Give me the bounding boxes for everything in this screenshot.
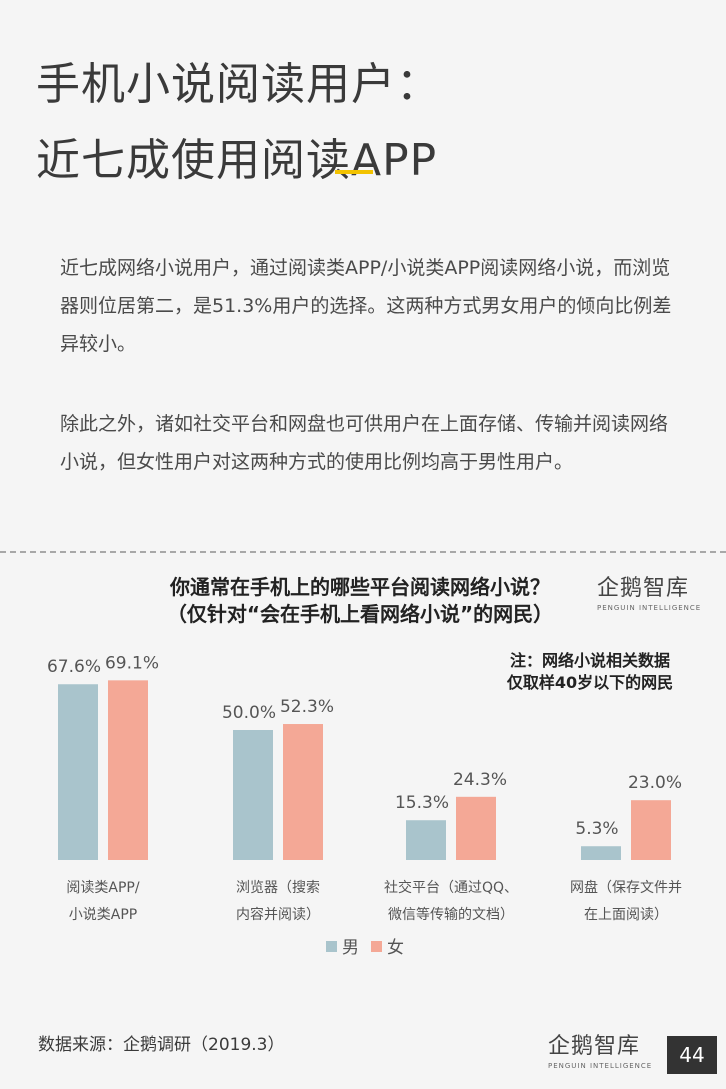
bar-male-1 xyxy=(233,730,273,860)
footer-logo-subtitle: PENGUIN INTELLIGENCE xyxy=(548,1062,653,1070)
logo-subtitle: PENGUIN INTELLIGENCE xyxy=(597,604,702,612)
penguin-logo: 企鹅智库 PENGUIN INTELLIGENCE xyxy=(597,570,707,618)
footer-penguin-logo: 企鹅智库 PENGUIN INTELLIGENCE xyxy=(548,1028,658,1078)
chart-title-line-1: 你通常在手机上的哪些平台阅读网络小说？ xyxy=(170,575,550,599)
page-title-line-1: 手机小说阅读用户： xyxy=(36,59,441,111)
bar-female-0 xyxy=(108,680,148,860)
data-label-male-1: 50.0% xyxy=(222,703,276,723)
category-label-0-1: 小说类APP xyxy=(69,907,137,923)
legend-label-female: 女 xyxy=(387,938,404,958)
title-accent-bar xyxy=(335,170,373,174)
category-label-3-0: 网盘（保存文件并 xyxy=(570,879,682,896)
legend-label-male: 男 xyxy=(342,938,359,958)
footer-logo-text: 企鹅智库 xyxy=(548,1034,641,1059)
bar-female-1 xyxy=(283,724,323,860)
data-label-male-2: 15.3% xyxy=(395,793,449,813)
bar-male-2 xyxy=(406,820,446,860)
chart-note: 注：网络小说相关数据仅取样40岁以下的网民 xyxy=(506,651,674,692)
bar-male-3 xyxy=(581,846,621,860)
chart-title: 你通常在手机上的哪些平台阅读网络小说？ （仅针对“会在手机上看网络小说”的网民） xyxy=(100,574,620,628)
chart-title-line-2: （仅针对“会在手机上看网络小说”的网民） xyxy=(166,602,554,626)
data-label-female-2: 24.3% xyxy=(453,770,507,790)
bar-female-2 xyxy=(456,796,496,860)
category-label-0-0: 阅读类APP/ xyxy=(66,879,139,896)
bar-male-0 xyxy=(58,684,98,860)
page-title-line-2: 近七成使用阅读APP xyxy=(36,135,438,187)
logo-text: 企鹅智库 xyxy=(597,576,690,601)
category-label-3-1: 在上面阅读） xyxy=(584,906,668,923)
legend-swatch-female xyxy=(371,941,382,952)
intro-paragraph-1: 近七成网络小说用户，通过阅读类APP/小说类APP阅读网络小说，而浏览器则位居第… xyxy=(60,257,672,355)
category-label-2-0: 社交平台（通过QQ、 xyxy=(384,879,518,896)
category-label-1-1: 内容并阅读） xyxy=(236,906,320,923)
data-label-male-3: 5.3% xyxy=(575,819,618,839)
category-label-1-0: 浏览器（搜索 xyxy=(236,879,320,896)
category-label-2-1: 微信等传输的文档） xyxy=(388,906,514,923)
bar-female-3 xyxy=(631,800,671,860)
data-label-female-0: 69.1% xyxy=(105,653,159,673)
legend-swatch-male xyxy=(326,941,337,952)
page-number: 44 xyxy=(667,1036,717,1074)
data-label-male-0: 67.6% xyxy=(47,657,101,677)
section-divider xyxy=(0,551,726,553)
data-source: 数据来源：企鹅调研（2019.3） xyxy=(38,1035,285,1055)
data-label-female-3: 23.0% xyxy=(628,773,682,793)
intro-paragraph-2: 除此之外，诸如社交平台和网盘也可供用户在上面存储、传输并阅读网络小说，但女性用户… xyxy=(60,413,669,473)
data-label-female-1: 52.3% xyxy=(280,697,334,717)
page-title: 手机小说阅读用户： 近七成使用阅读APP xyxy=(36,47,441,199)
